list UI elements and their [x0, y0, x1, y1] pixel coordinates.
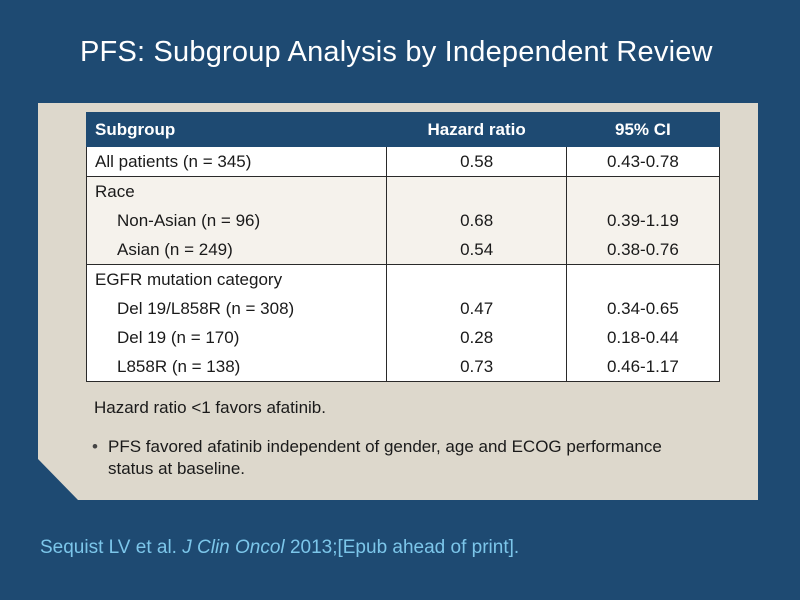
- ci-value: 0.18-0.44: [606, 328, 679, 347]
- citation-authors: Sequist LV et al.: [40, 537, 177, 558]
- subgroup-label: Non-Asian (n = 96): [117, 211, 261, 230]
- bullet-point: • PFS favored afatinib independent of ge…: [92, 436, 672, 480]
- subgroup-label: Del 19/L858R (n = 308): [117, 299, 295, 318]
- ci-value: 0.34-0.65: [606, 299, 679, 318]
- ci-value: 0.38-0.76: [606, 240, 679, 259]
- bullet-text: PFS favored afatinib independent of gend…: [108, 437, 662, 478]
- hazard-ratio-value: 0.54: [460, 240, 494, 259]
- hazard-ratio-value: 0.28: [460, 328, 494, 347]
- table-header-row: Subgroup Hazard ratio 95% CI: [85, 112, 721, 147]
- bullet-icon: •: [92, 437, 98, 456]
- ci-value: 0.46-1.17: [606, 357, 679, 376]
- subgroup-label: Del 19 (n = 170): [117, 328, 240, 347]
- hazard-ratio-value: 0.73: [460, 357, 494, 376]
- citation-details: 2013;[Epub ahead of print].: [289, 537, 520, 558]
- ci-value: 0.39-1.19: [606, 211, 679, 230]
- hazard-ratio-value: 0.68: [460, 211, 494, 230]
- hazard-ratio-value: 0.47: [460, 299, 494, 318]
- subgroup-table: Subgroup Hazard ratio 95% CI All patient…: [85, 112, 721, 382]
- header-ci: 95% CI: [565, 112, 721, 147]
- header-subgroup: Subgroup: [85, 112, 388, 147]
- citation-journal: J Clin Oncol: [182, 537, 285, 558]
- citation: Sequist LV et al. J Clin Oncol 2013;[Epu…: [40, 537, 519, 559]
- hazard-ratio-value: 0.58: [460, 152, 494, 171]
- subgroup-label: L858R (n = 138): [117, 357, 241, 376]
- table-row-egfr: EGFR mutation category Del 19/L858R (n =…: [85, 264, 721, 382]
- ci-value: 0.43-0.78: [606, 152, 679, 171]
- header-hazard-ratio: Hazard ratio: [386, 112, 567, 147]
- subgroup-label: All patients (n = 345): [95, 152, 252, 171]
- slide-title: PFS: Subgroup Analysis by Independent Re…: [80, 36, 713, 68]
- hazard-ratio-note: Hazard ratio <1 favors afatinib.: [94, 398, 326, 417]
- subgroup-label: Asian (n = 249): [117, 240, 233, 259]
- group-heading-race: Race: [95, 182, 135, 201]
- table-row-race: Race Non-Asian (n = 96) Asian (n = 249) …: [85, 176, 721, 265]
- group-heading-egfr: EGFR mutation category: [95, 270, 283, 289]
- table-row-all-patients: All patients (n = 345) 0.58 0.43-0.78: [85, 146, 721, 177]
